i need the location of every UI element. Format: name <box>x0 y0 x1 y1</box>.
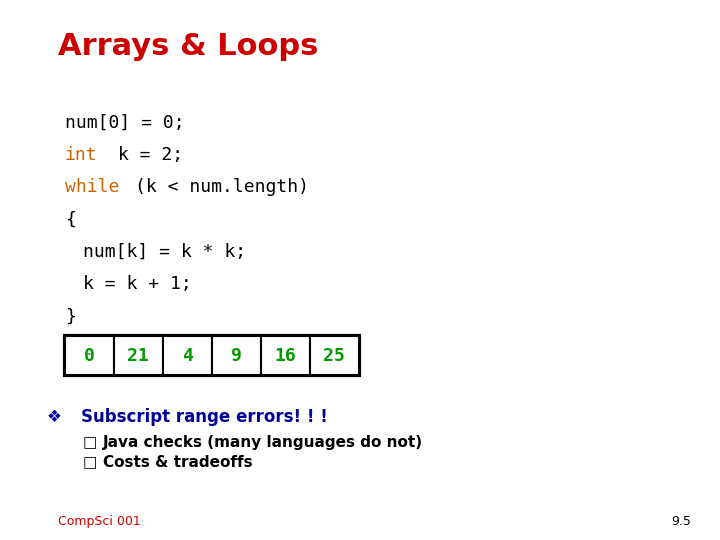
Text: {: { <box>65 211 76 228</box>
Text: int: int <box>65 146 97 164</box>
Text: Arrays & Loops: Arrays & Loops <box>58 32 318 62</box>
Bar <box>310 336 359 375</box>
Bar <box>261 336 310 375</box>
Text: 16: 16 <box>274 347 296 365</box>
Text: num[0] = 0;: num[0] = 0; <box>65 113 184 131</box>
Text: Subscript range errors! ! !: Subscript range errors! ! ! <box>81 408 328 426</box>
Text: 25: 25 <box>323 347 345 365</box>
Text: 9: 9 <box>230 347 242 365</box>
Text: CompSci 001: CompSci 001 <box>58 515 140 528</box>
Text: ❖: ❖ <box>47 408 61 426</box>
Text: 4: 4 <box>181 347 193 365</box>
Text: k = 2;: k = 2; <box>107 146 183 164</box>
Text: k = k + 1;: k = k + 1; <box>83 275 192 293</box>
Text: Java checks (many languages do not): Java checks (many languages do not) <box>103 435 423 450</box>
Bar <box>65 336 114 375</box>
Text: }: } <box>65 308 76 326</box>
Text: 9.5: 9.5 <box>671 515 691 528</box>
Bar <box>163 336 212 375</box>
Text: 0: 0 <box>84 347 95 365</box>
Text: 21: 21 <box>127 347 149 365</box>
Bar <box>65 336 359 375</box>
Bar <box>212 336 261 375</box>
Text: Costs & tradeoffs: Costs & tradeoffs <box>103 455 253 470</box>
Text: (k < num.length): (k < num.length) <box>135 178 309 196</box>
Text: while: while <box>65 178 120 196</box>
Text: num[k] = k * k;: num[k] = k * k; <box>83 243 246 261</box>
Bar <box>114 336 163 375</box>
Text: □: □ <box>83 435 97 450</box>
Text: □: □ <box>83 455 97 470</box>
